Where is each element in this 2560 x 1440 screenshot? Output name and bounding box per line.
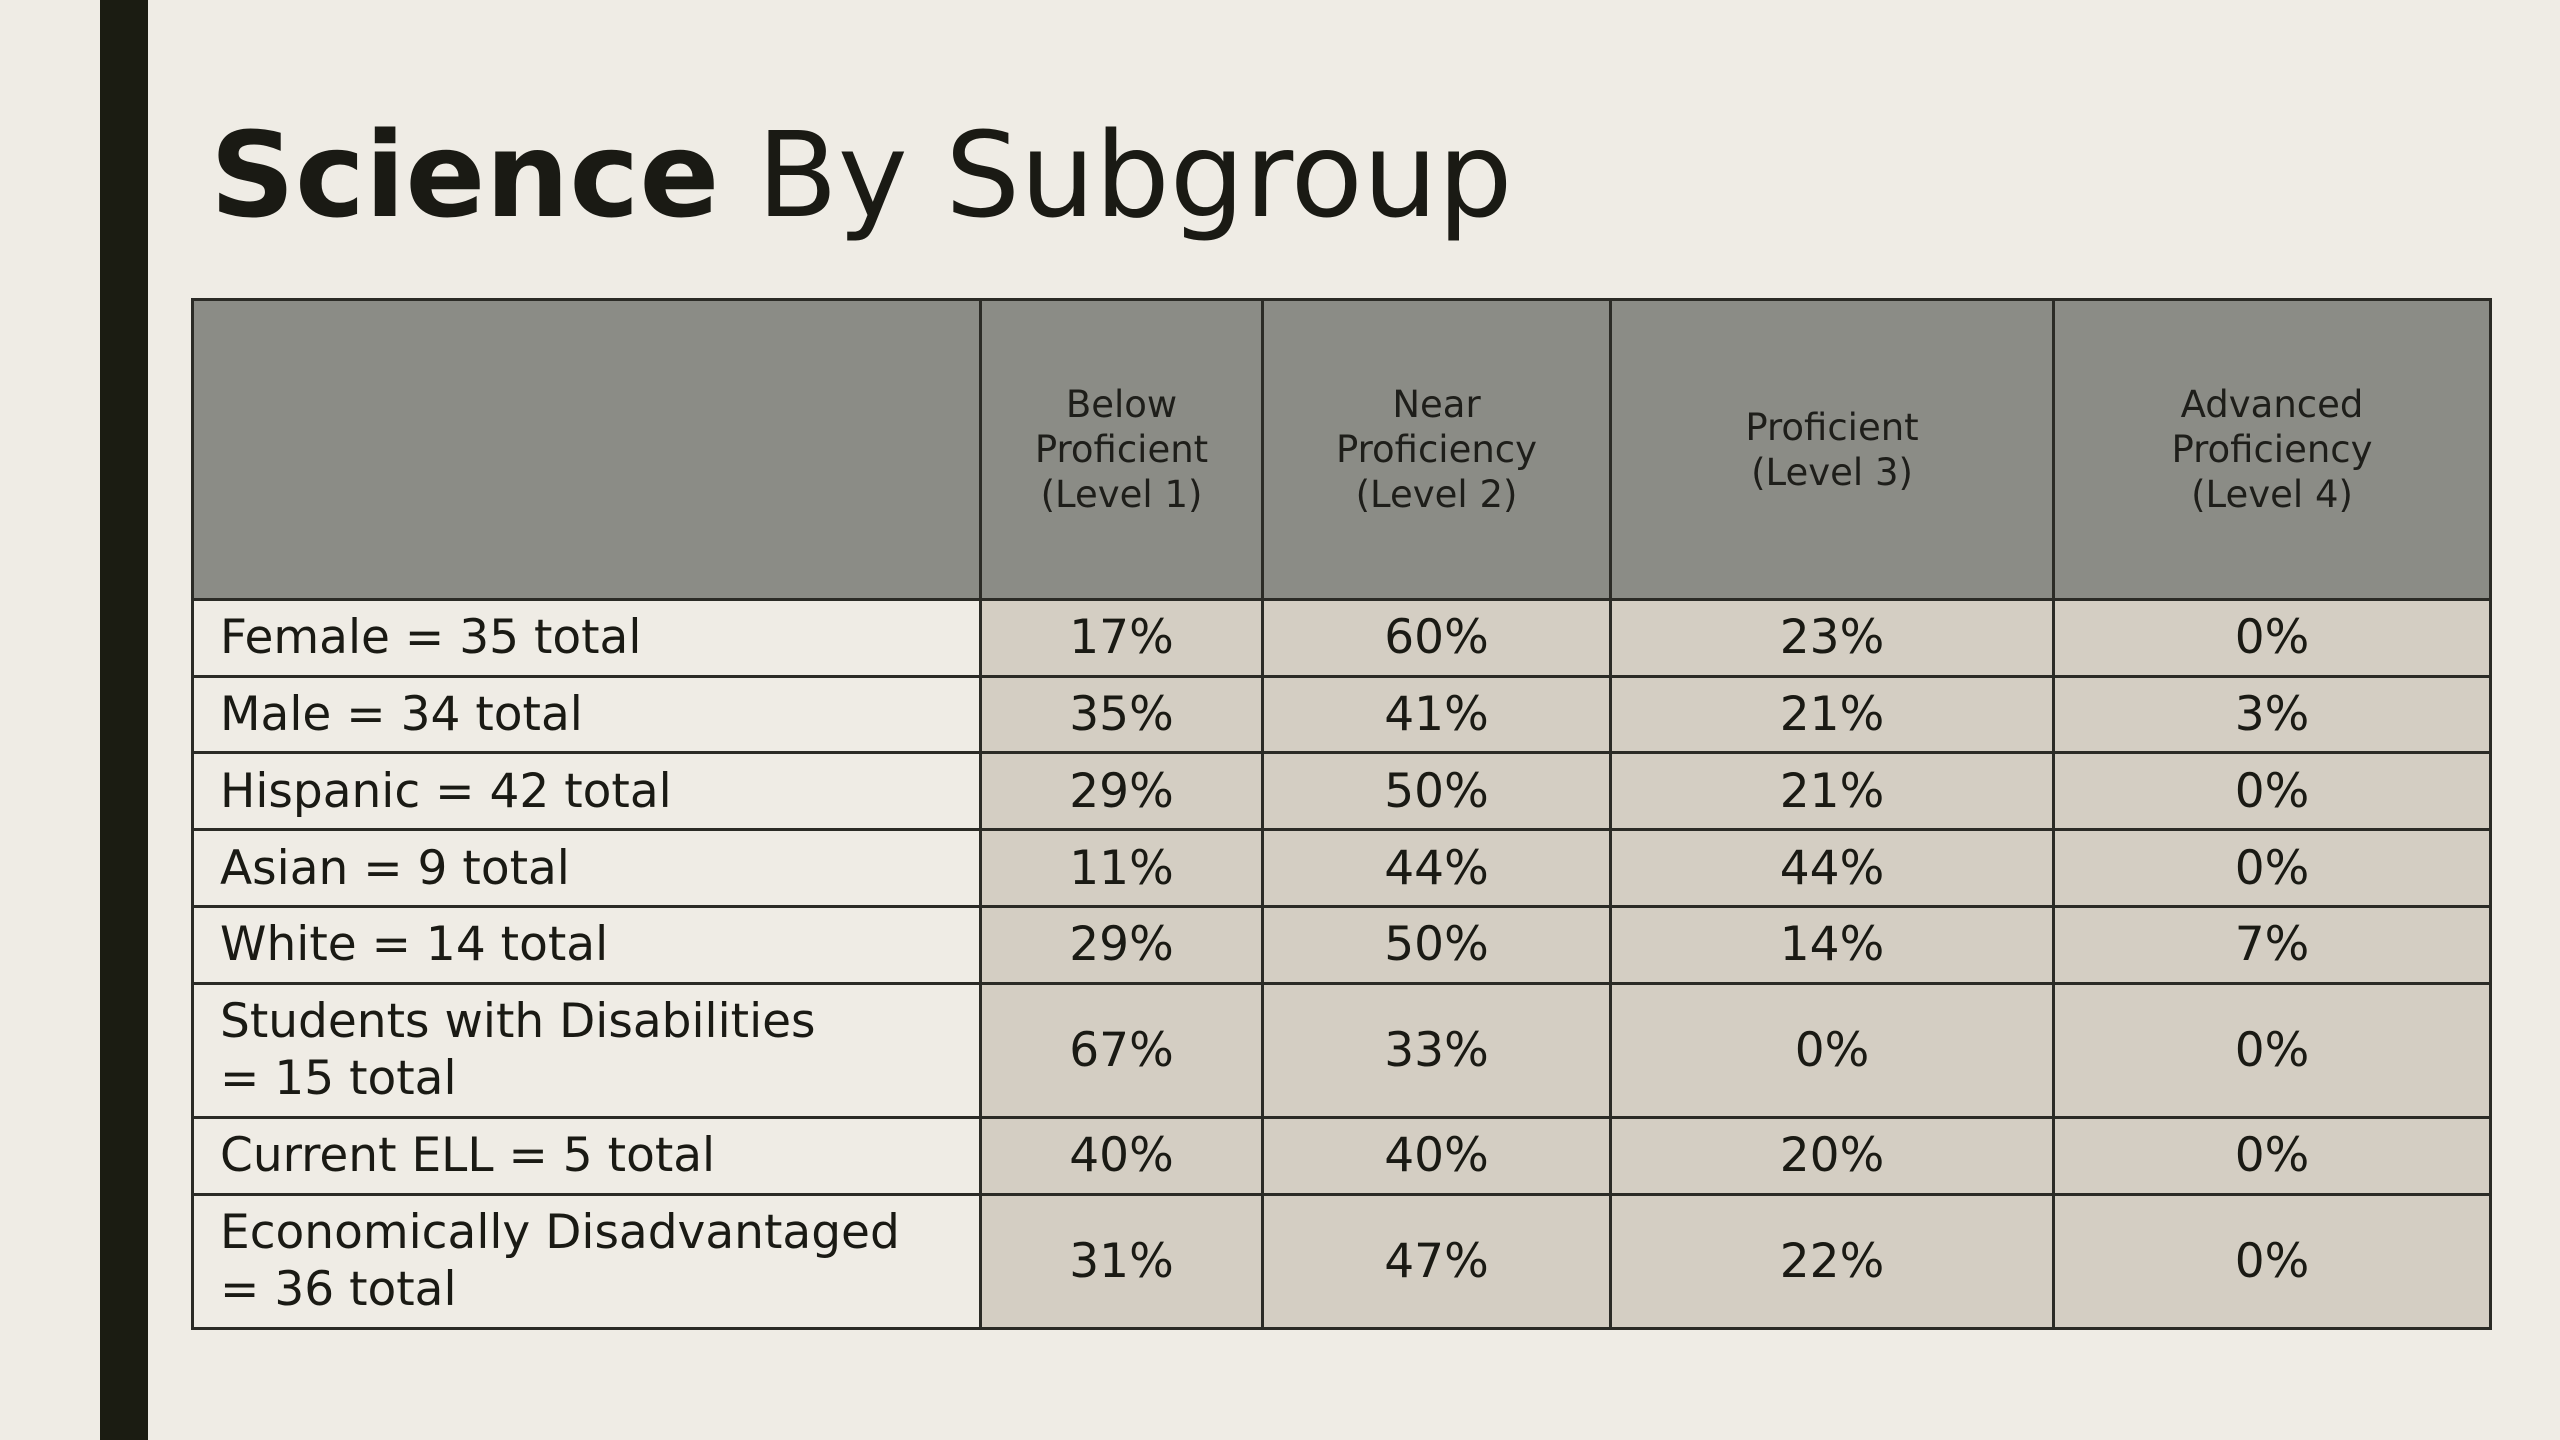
cell-level-1: 35% xyxy=(979,674,1264,755)
row-label: Current ELL = 5 total xyxy=(191,1115,982,1196)
cell-level-4: 0% xyxy=(2052,751,2492,832)
accent-bar xyxy=(100,0,148,1440)
cell-level-1: 29% xyxy=(979,904,1264,985)
cell-level-2: 50% xyxy=(1261,904,1612,985)
header-cell-level-2: Near Proficiency (Level 2) xyxy=(1261,298,1612,601)
cell-level-4: 0% xyxy=(2052,1192,2492,1331)
cell-level-1: 40% xyxy=(979,1115,1264,1196)
cell-level-3: 44% xyxy=(1609,828,2055,908)
cell-level-3: 23% xyxy=(1609,598,2055,678)
cell-level-4: 0% xyxy=(2052,828,2492,908)
title-rest: By Subgroup xyxy=(719,106,1513,244)
row-label: Asian = 9 total xyxy=(191,828,982,908)
cell-level-1: 17% xyxy=(979,598,1264,678)
cell-level-3: 14% xyxy=(1609,904,2055,985)
cell-level-2: 60% xyxy=(1261,598,1612,678)
cell-level-2: 47% xyxy=(1261,1192,1612,1331)
row-label: Economically Disadvantaged = 36 total xyxy=(191,1192,982,1331)
cell-level-3: 21% xyxy=(1609,674,2055,755)
cell-level-4: 0% xyxy=(2052,1115,2492,1196)
cell-level-1: 29% xyxy=(979,751,1264,832)
slide-title: Science By Subgroup xyxy=(210,100,1513,250)
cell-level-2: 44% xyxy=(1261,828,1612,908)
cell-level-4: 0% xyxy=(2052,598,2492,678)
table-row: Asian = 9 total 11% 44% 44% 0% xyxy=(191,828,2492,908)
header-cell-level-1: Below Proficient (Level 1) xyxy=(979,298,1264,601)
cell-level-2: 50% xyxy=(1261,751,1612,832)
cell-level-1: 31% xyxy=(979,1192,1264,1331)
cell-level-3: 22% xyxy=(1609,1192,2055,1331)
cell-level-1: 11% xyxy=(979,828,1264,908)
cell-level-2: 41% xyxy=(1261,674,1612,755)
cell-level-3: 21% xyxy=(1609,751,2055,832)
table-row: Economically Disadvantaged = 36 total 31… xyxy=(191,1192,2492,1331)
row-label: Male = 34 total xyxy=(191,674,982,755)
table-row: Current ELL = 5 total 40% 40% 20% 0% xyxy=(191,1115,2492,1196)
subgroup-table: Below Proficient (Level 1) Near Proficie… xyxy=(191,298,2492,1331)
cell-level-3: 0% xyxy=(1609,981,2055,1119)
cell-level-2: 33% xyxy=(1261,981,1612,1119)
row-label: Hispanic = 42 total xyxy=(191,751,982,832)
cell-level-4: 3% xyxy=(2052,674,2492,755)
row-label: White = 14 total xyxy=(191,904,982,985)
cell-level-2: 40% xyxy=(1261,1115,1612,1196)
cell-level-1: 67% xyxy=(979,981,1264,1119)
table-row: Students with Disabilities = 15 total 67… xyxy=(191,981,2492,1119)
table-row: Hispanic = 42 total 29% 50% 21% 0% xyxy=(191,751,2492,832)
table-row: Female = 35 total 17% 60% 23% 0% xyxy=(191,598,2492,678)
header-cell-level-4: Advanced Proficiency (Level 4) xyxy=(2052,298,2492,601)
cell-level-3: 20% xyxy=(1609,1115,2055,1196)
cell-level-4: 7% xyxy=(2052,904,2492,985)
table-header-row: Below Proficient (Level 1) Near Proficie… xyxy=(191,298,2492,601)
row-label: Students with Disabilities = 15 total xyxy=(191,981,982,1119)
table-row: Male = 34 total 35% 41% 21% 3% xyxy=(191,674,2492,755)
header-cell-level-3: Proficient (Level 3) xyxy=(1609,298,2055,601)
title-bold: Science xyxy=(210,106,720,244)
row-label: Female = 35 total xyxy=(191,598,982,678)
header-cell-empty xyxy=(191,298,982,601)
cell-level-4: 0% xyxy=(2052,981,2492,1119)
table-row: White = 14 total 29% 50% 14% 7% xyxy=(191,904,2492,985)
